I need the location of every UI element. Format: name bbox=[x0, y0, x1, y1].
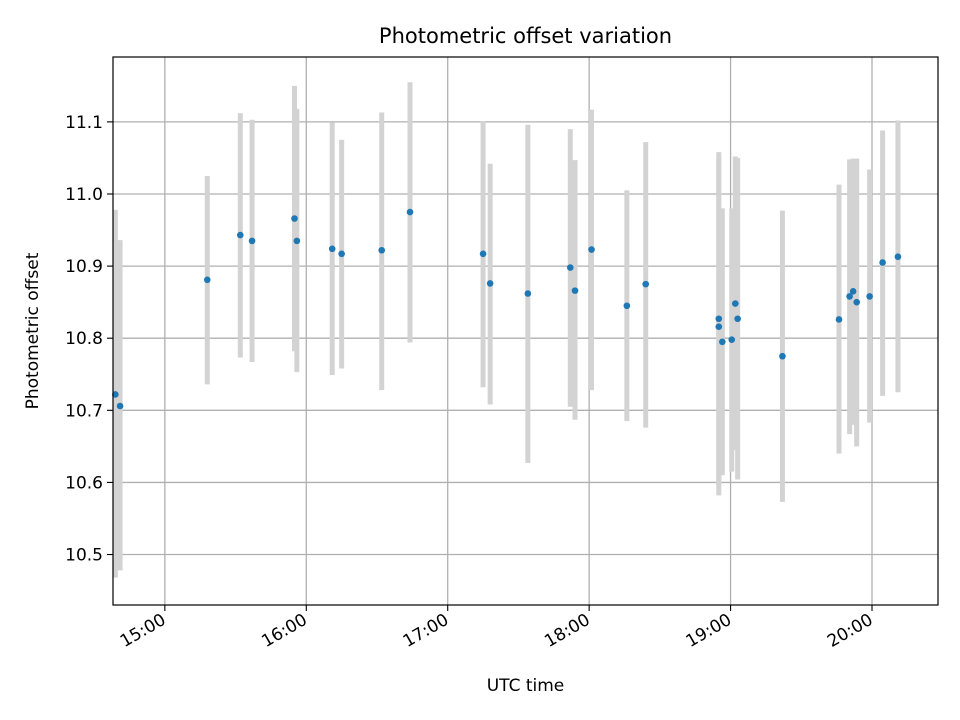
data-point bbox=[566, 264, 574, 271]
data-point bbox=[116, 402, 124, 410]
plot-frame bbox=[112, 56, 939, 606]
data-point bbox=[479, 250, 487, 258]
y-tick-label: 10.7 bbox=[65, 401, 103, 421]
data-point bbox=[894, 253, 902, 261]
data-point bbox=[715, 323, 723, 330]
data-point bbox=[835, 316, 843, 323]
data-point bbox=[248, 237, 256, 245]
data-point bbox=[236, 231, 244, 239]
x-axis-label: UTC time bbox=[487, 676, 565, 696]
y-tick-label: 10.6 bbox=[65, 473, 103, 493]
data-point bbox=[866, 293, 873, 300]
y-tick-label: 10.9 bbox=[65, 257, 103, 277]
data-point bbox=[846, 293, 853, 300]
y-tick-label: 10.8 bbox=[65, 329, 103, 349]
y-tick-label: 11.0 bbox=[65, 185, 103, 205]
data-point bbox=[849, 288, 857, 295]
data-point bbox=[734, 315, 741, 323]
data-point bbox=[406, 208, 414, 216]
data-point bbox=[293, 237, 301, 245]
y-tick-label: 10.5 bbox=[65, 546, 103, 566]
y-axis-label: Photometric offset bbox=[23, 252, 43, 409]
data-point bbox=[328, 245, 336, 253]
data-point bbox=[524, 290, 532, 297]
data-point bbox=[623, 302, 631, 310]
data-point bbox=[642, 280, 650, 288]
y-tick-label: 11.1 bbox=[65, 113, 103, 133]
data-point bbox=[378, 246, 386, 254]
chart-title: Photometric offset variation bbox=[379, 24, 672, 48]
data-points bbox=[112, 208, 902, 410]
data-point bbox=[728, 336, 736, 343]
data-point bbox=[715, 315, 723, 323]
data-point bbox=[486, 280, 494, 287]
data-point bbox=[879, 259, 886, 266]
data-point bbox=[112, 391, 119, 398]
data-point bbox=[779, 352, 786, 360]
data-point bbox=[588, 246, 595, 253]
data-point bbox=[203, 276, 211, 284]
data-point bbox=[719, 338, 726, 346]
data-point bbox=[853, 298, 860, 306]
data-point bbox=[571, 287, 579, 294]
data-point bbox=[291, 215, 298, 222]
data-point bbox=[731, 300, 739, 307]
data-point bbox=[338, 250, 345, 258]
